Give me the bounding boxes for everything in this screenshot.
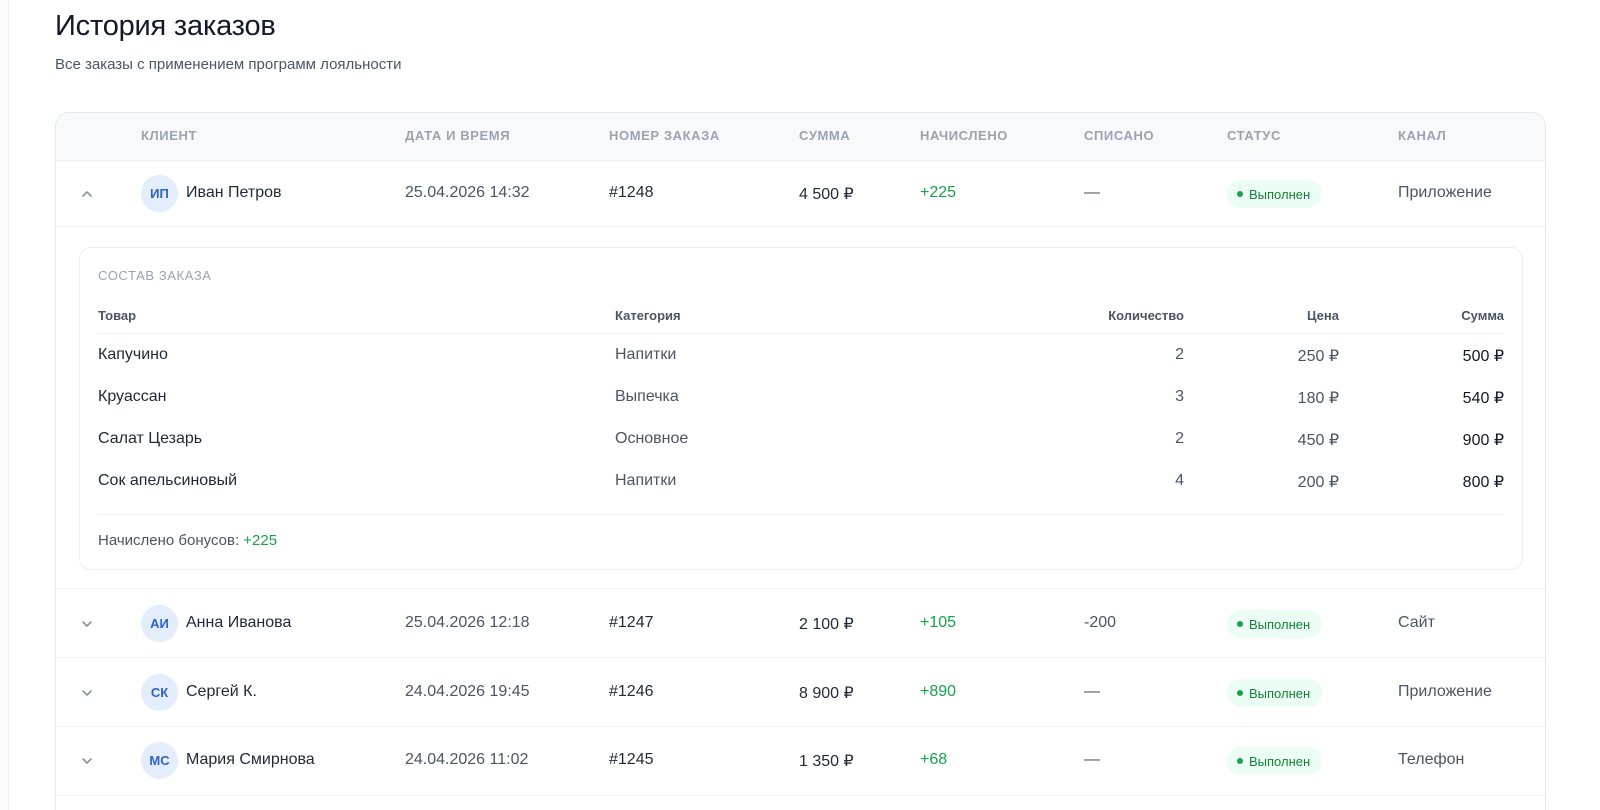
column-header-status[interactable]: Статус [1227, 128, 1281, 143]
accrued-bonus: +68 [920, 751, 948, 768]
chevron-up-icon[interactable] [80, 187, 94, 201]
column-header-client[interactable]: Клиент [141, 128, 197, 143]
status-badge: Выполнен [1227, 180, 1323, 208]
left-rail [0, 0, 9, 810]
table-row[interactable]: МС Мария Смирнова 24.04.2026 11:02 #1245… [56, 727, 1545, 796]
bonus-value: +225 [243, 532, 278, 549]
avatar: МС [141, 742, 178, 779]
details-item-qty: 4 [1175, 472, 1184, 489]
order-sum: 8 900 ₽ [799, 685, 854, 702]
details-item-name: Салат Цезарь [98, 430, 203, 447]
order-channel: Приложение [1398, 184, 1492, 201]
status-dot-icon [1237, 690, 1243, 696]
status-dot-icon [1237, 621, 1243, 627]
status-dot-icon [1237, 758, 1243, 764]
written-off-bonus: — [1084, 683, 1100, 700]
details-header-qty: Количество [1108, 308, 1184, 323]
avatar: ИП [141, 175, 178, 212]
avatar: СК [141, 674, 178, 711]
details-item-sum: 500 ₽ [1462, 348, 1504, 365]
status-label: Выполнен [1249, 616, 1311, 632]
column-header-written-off[interactable]: Списано [1084, 128, 1155, 143]
order-sum: 1 350 ₽ [799, 753, 854, 770]
order-number: #1245 [609, 751, 654, 768]
order-number: #1246 [609, 683, 654, 700]
details-header-price: Цена [1307, 308, 1339, 323]
status-dot-icon [1237, 191, 1243, 197]
details-item-price: 180 ₽ [1297, 390, 1339, 407]
details-header-item: Товар [98, 308, 137, 323]
chevron-down-icon[interactable] [80, 686, 94, 700]
status-badge: Выполнен [1227, 610, 1323, 638]
table-row[interactable]: ИП Иван Петров 25.04.2026 14:32 #1248 4 … [56, 161, 1545, 227]
divider [98, 514, 1504, 515]
order-datetime: 24.04.2026 11:02 [405, 751, 529, 768]
status-label: Выполнен [1249, 753, 1311, 769]
details-header-category: Категория [615, 308, 681, 323]
order-datetime: 25.04.2026 14:32 [405, 184, 530, 201]
divider [98, 333, 1504, 334]
details-item-sum: 540 ₽ [1462, 390, 1504, 407]
order-datetime: 24.04.2026 19:45 [405, 683, 530, 700]
written-off-bonus: — [1084, 751, 1100, 768]
details-title: СОСТАВ ЗАКАЗА [98, 268, 212, 283]
order-channel: Сайт [1398, 614, 1435, 631]
details-item-sum: 800 ₽ [1462, 474, 1504, 491]
page-title: История заказов [55, 10, 276, 42]
details-item-price: 250 ₽ [1297, 348, 1339, 365]
details-item-qty: 2 [1175, 346, 1184, 363]
client-name: Анна Иванова [186, 614, 292, 631]
avatar: АИ [141, 605, 178, 642]
details-item-sum: 900 ₽ [1462, 432, 1504, 449]
accrued-bonus: +890 [920, 683, 957, 700]
column-header-accrued[interactable]: Начислено [920, 128, 1009, 143]
column-header-datetime[interactable]: Дата и время [405, 128, 511, 143]
details-header-sum: Сумма [1461, 308, 1504, 323]
details-item-price: 200 ₽ [1297, 474, 1339, 491]
client-name: Иван Петров [186, 184, 282, 201]
order-sum: 2 100 ₽ [799, 616, 854, 633]
table-header: Клиент Дата и время Номер заказа Сумма Н… [56, 113, 1545, 161]
table-row[interactable]: СК Сергей К. 24.04.2026 19:45 #1246 8 90… [56, 658, 1545, 727]
order-details-panel: СОСТАВ ЗАКАЗА Товар Категория Количество… [79, 247, 1523, 570]
column-header-channel[interactable]: Канал [1398, 128, 1447, 143]
table-row[interactable]: АИ Анна Иванова 25.04.2026 12:18 #1247 2… [56, 588, 1545, 658]
details-item-name: Круассан [98, 388, 167, 405]
column-header-order-number[interactable]: Номер заказа [609, 128, 720, 143]
orders-table-card: Клиент Дата и время Номер заказа Сумма Н… [55, 112, 1546, 810]
details-item-category: Напитки [615, 346, 677, 363]
accrued-bonus: +225 [920, 184, 957, 201]
order-channel: Приложение [1398, 683, 1492, 700]
bonus-summary: Начислено бонусов: +225 [98, 532, 277, 549]
details-item-name: Капучино [98, 346, 168, 363]
order-number: #1247 [609, 614, 654, 631]
chevron-down-icon[interactable] [80, 754, 94, 768]
order-datetime: 25.04.2026 12:18 [405, 614, 530, 631]
details-item-qty: 2 [1175, 430, 1184, 447]
page-subtitle: Все заказы с применением программ лояльн… [55, 56, 402, 73]
accrued-bonus: +105 [920, 614, 957, 631]
client-name: Мария Смирнова [186, 751, 315, 768]
status-label: Выполнен [1249, 685, 1311, 701]
written-off-bonus: -200 [1084, 614, 1117, 631]
bonus-label: Начислено бонусов: [98, 532, 240, 549]
status-label: Выполнен [1249, 186, 1311, 202]
client-name: Сергей К. [186, 683, 257, 700]
details-item-category: Выпечка [615, 388, 679, 405]
details-item-qty: 3 [1175, 388, 1184, 405]
status-badge: Выполнен [1227, 747, 1323, 775]
order-channel: Телефон [1398, 751, 1465, 768]
chevron-down-icon[interactable] [80, 617, 94, 631]
status-badge: Выполнен [1227, 679, 1323, 707]
order-number: #1248 [609, 184, 654, 201]
order-sum: 4 500 ₽ [799, 186, 854, 203]
details-item-price: 450 ₽ [1297, 432, 1339, 449]
details-item-category: Напитки [615, 472, 677, 489]
details-item-category: Основное [615, 430, 689, 447]
details-item-name: Сок апельсиновый [98, 472, 238, 489]
written-off-bonus: — [1084, 184, 1100, 201]
column-header-sum[interactable]: Сумма [799, 128, 851, 143]
